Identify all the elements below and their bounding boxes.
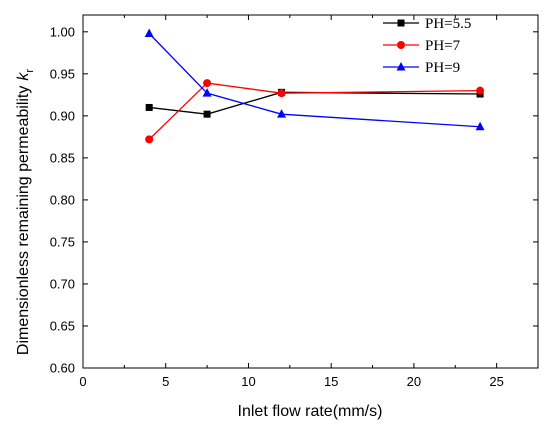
- y-tick-label: 0.90: [50, 108, 75, 123]
- y-tick-label: 0.65: [50, 318, 75, 333]
- legend-entry: PH=5.5: [383, 16, 471, 32]
- plot-frame: [82, 14, 539, 369]
- y-axis-subscript: r: [24, 69, 36, 73]
- y-axis-symbol: k: [15, 72, 32, 81]
- circle-marker: [277, 89, 286, 98]
- legend-label: PH=9: [425, 60, 460, 76]
- x-tick-label: 25: [489, 374, 503, 389]
- y-tick-label: 0.60: [50, 361, 75, 376]
- circle-marker: [476, 86, 485, 95]
- triangle-marker: [144, 28, 154, 37]
- legend-label: PH=5.5: [425, 16, 471, 32]
- square-marker: [145, 103, 153, 111]
- y-tick-label: 0.70: [50, 276, 75, 291]
- series-line: [149, 91, 481, 115]
- triangle-marker: [475, 121, 485, 131]
- series-line: [148, 82, 481, 140]
- y-axis-title: Dimensionless remaining permeability kr: [15, 69, 36, 355]
- series-line: [148, 33, 481, 128]
- y-tick-label: 0.95: [50, 66, 75, 81]
- y-tick-label: 0.75: [50, 234, 75, 249]
- square-marker: [397, 19, 405, 27]
- triangle-marker: [277, 109, 287, 118]
- series-layer: [144, 28, 485, 144]
- square-marker: [203, 110, 211, 118]
- y-tick-label: 0.80: [50, 192, 75, 207]
- circle-marker: [397, 41, 405, 49]
- y-tick-label: 1.00: [50, 24, 75, 39]
- circle-marker: [203, 79, 212, 88]
- legend-label: PH=7: [425, 38, 461, 54]
- legend-entry: PH=7: [383, 38, 461, 54]
- circle-marker: [145, 135, 154, 144]
- plot-area: [82, 14, 539, 369]
- x-tick-label: 0: [79, 374, 86, 389]
- y-tick-label: 0.85: [50, 150, 75, 165]
- x-tick-label: 20: [407, 374, 421, 389]
- series-3: [144, 28, 485, 131]
- x-tick-label: 5: [162, 374, 169, 389]
- x-tick-label: 10: [241, 374, 255, 389]
- x-tick-label: 15: [324, 374, 338, 389]
- legend-entry: PH=9: [383, 60, 460, 76]
- axes: 0 5 10 15 20 25 0.60 0.65 0.70 0.75 0.80 0.85 0.90 0.…: [50, 15, 538, 389]
- y-axis-title-text: Dimensionless remaining permeability: [15, 86, 32, 355]
- series-2: [145, 79, 485, 144]
- x-axis-title: Inlet flow rate(mm/s): [238, 403, 383, 420]
- triangle-marker: [396, 62, 406, 71]
- legend: PH=5.5 PH=7 PH=9: [383, 16, 471, 76]
- triangle-marker: [202, 88, 212, 97]
